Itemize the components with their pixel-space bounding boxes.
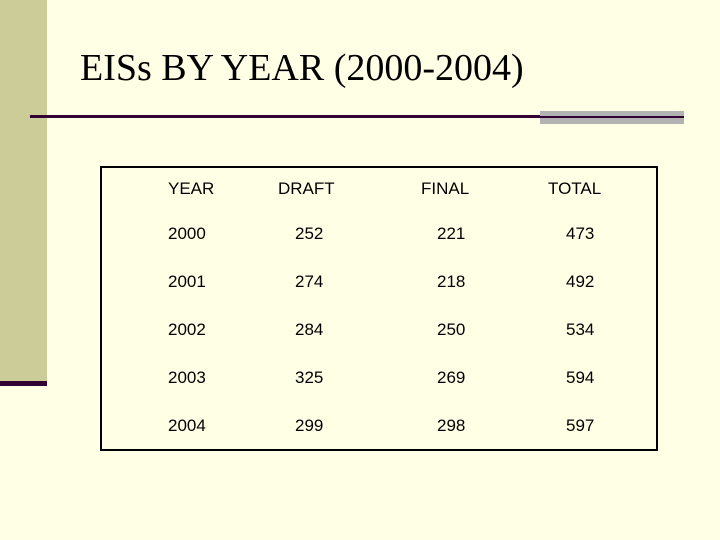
draft-cell: 325 xyxy=(295,368,324,387)
title-underline-accent-line xyxy=(540,116,684,118)
table-row: 2003 325 269 594 xyxy=(101,354,657,402)
column-header-final: FINAL xyxy=(421,179,470,198)
final-cell: 298 xyxy=(437,415,466,435)
slide-title: EISs BY YEAR (2000-2004) xyxy=(80,47,524,89)
final-cell: 250 xyxy=(437,320,466,339)
table-row: 2000 252 221 473 xyxy=(101,210,657,258)
year-cell: 2004 xyxy=(168,415,206,435)
title-underline xyxy=(30,115,684,118)
total-cell: 597 xyxy=(566,415,595,435)
table-row: 2002 284 250 534 xyxy=(101,306,657,354)
year-cell: 2003 xyxy=(168,368,206,387)
column-header-total: TOTAL xyxy=(548,179,602,198)
side-accent-bar xyxy=(0,0,47,383)
total-cell: 473 xyxy=(566,224,595,243)
total-cell: 534 xyxy=(566,320,595,339)
column-header-draft: DRAFT xyxy=(278,179,335,198)
year-cell: 2000 xyxy=(168,224,206,243)
side-accent-bar-base xyxy=(0,381,47,386)
final-cell: 218 xyxy=(437,272,466,291)
draft-cell: 252 xyxy=(295,224,324,243)
year-cell: 2002 xyxy=(168,320,206,339)
table-row: 2004 299 298 597 xyxy=(101,402,657,450)
draft-cell: 299 xyxy=(295,415,324,435)
total-cell: 492 xyxy=(566,272,595,291)
draft-cell: 274 xyxy=(295,272,324,291)
final-cell: 269 xyxy=(437,368,466,387)
eis-by-year-table: YEAR DRAFT FINAL TOTAL 2000 252 221 473 … xyxy=(100,166,658,451)
total-cell: 594 xyxy=(566,368,595,387)
final-cell: 221 xyxy=(437,224,466,243)
draft-cell: 284 xyxy=(295,320,324,339)
table-row: 2001 274 218 492 xyxy=(101,258,657,306)
column-header-year: YEAR xyxy=(168,179,215,198)
year-cell: 2001 xyxy=(168,272,206,291)
table-header-row: YEAR DRAFT FINAL TOTAL xyxy=(101,167,657,210)
